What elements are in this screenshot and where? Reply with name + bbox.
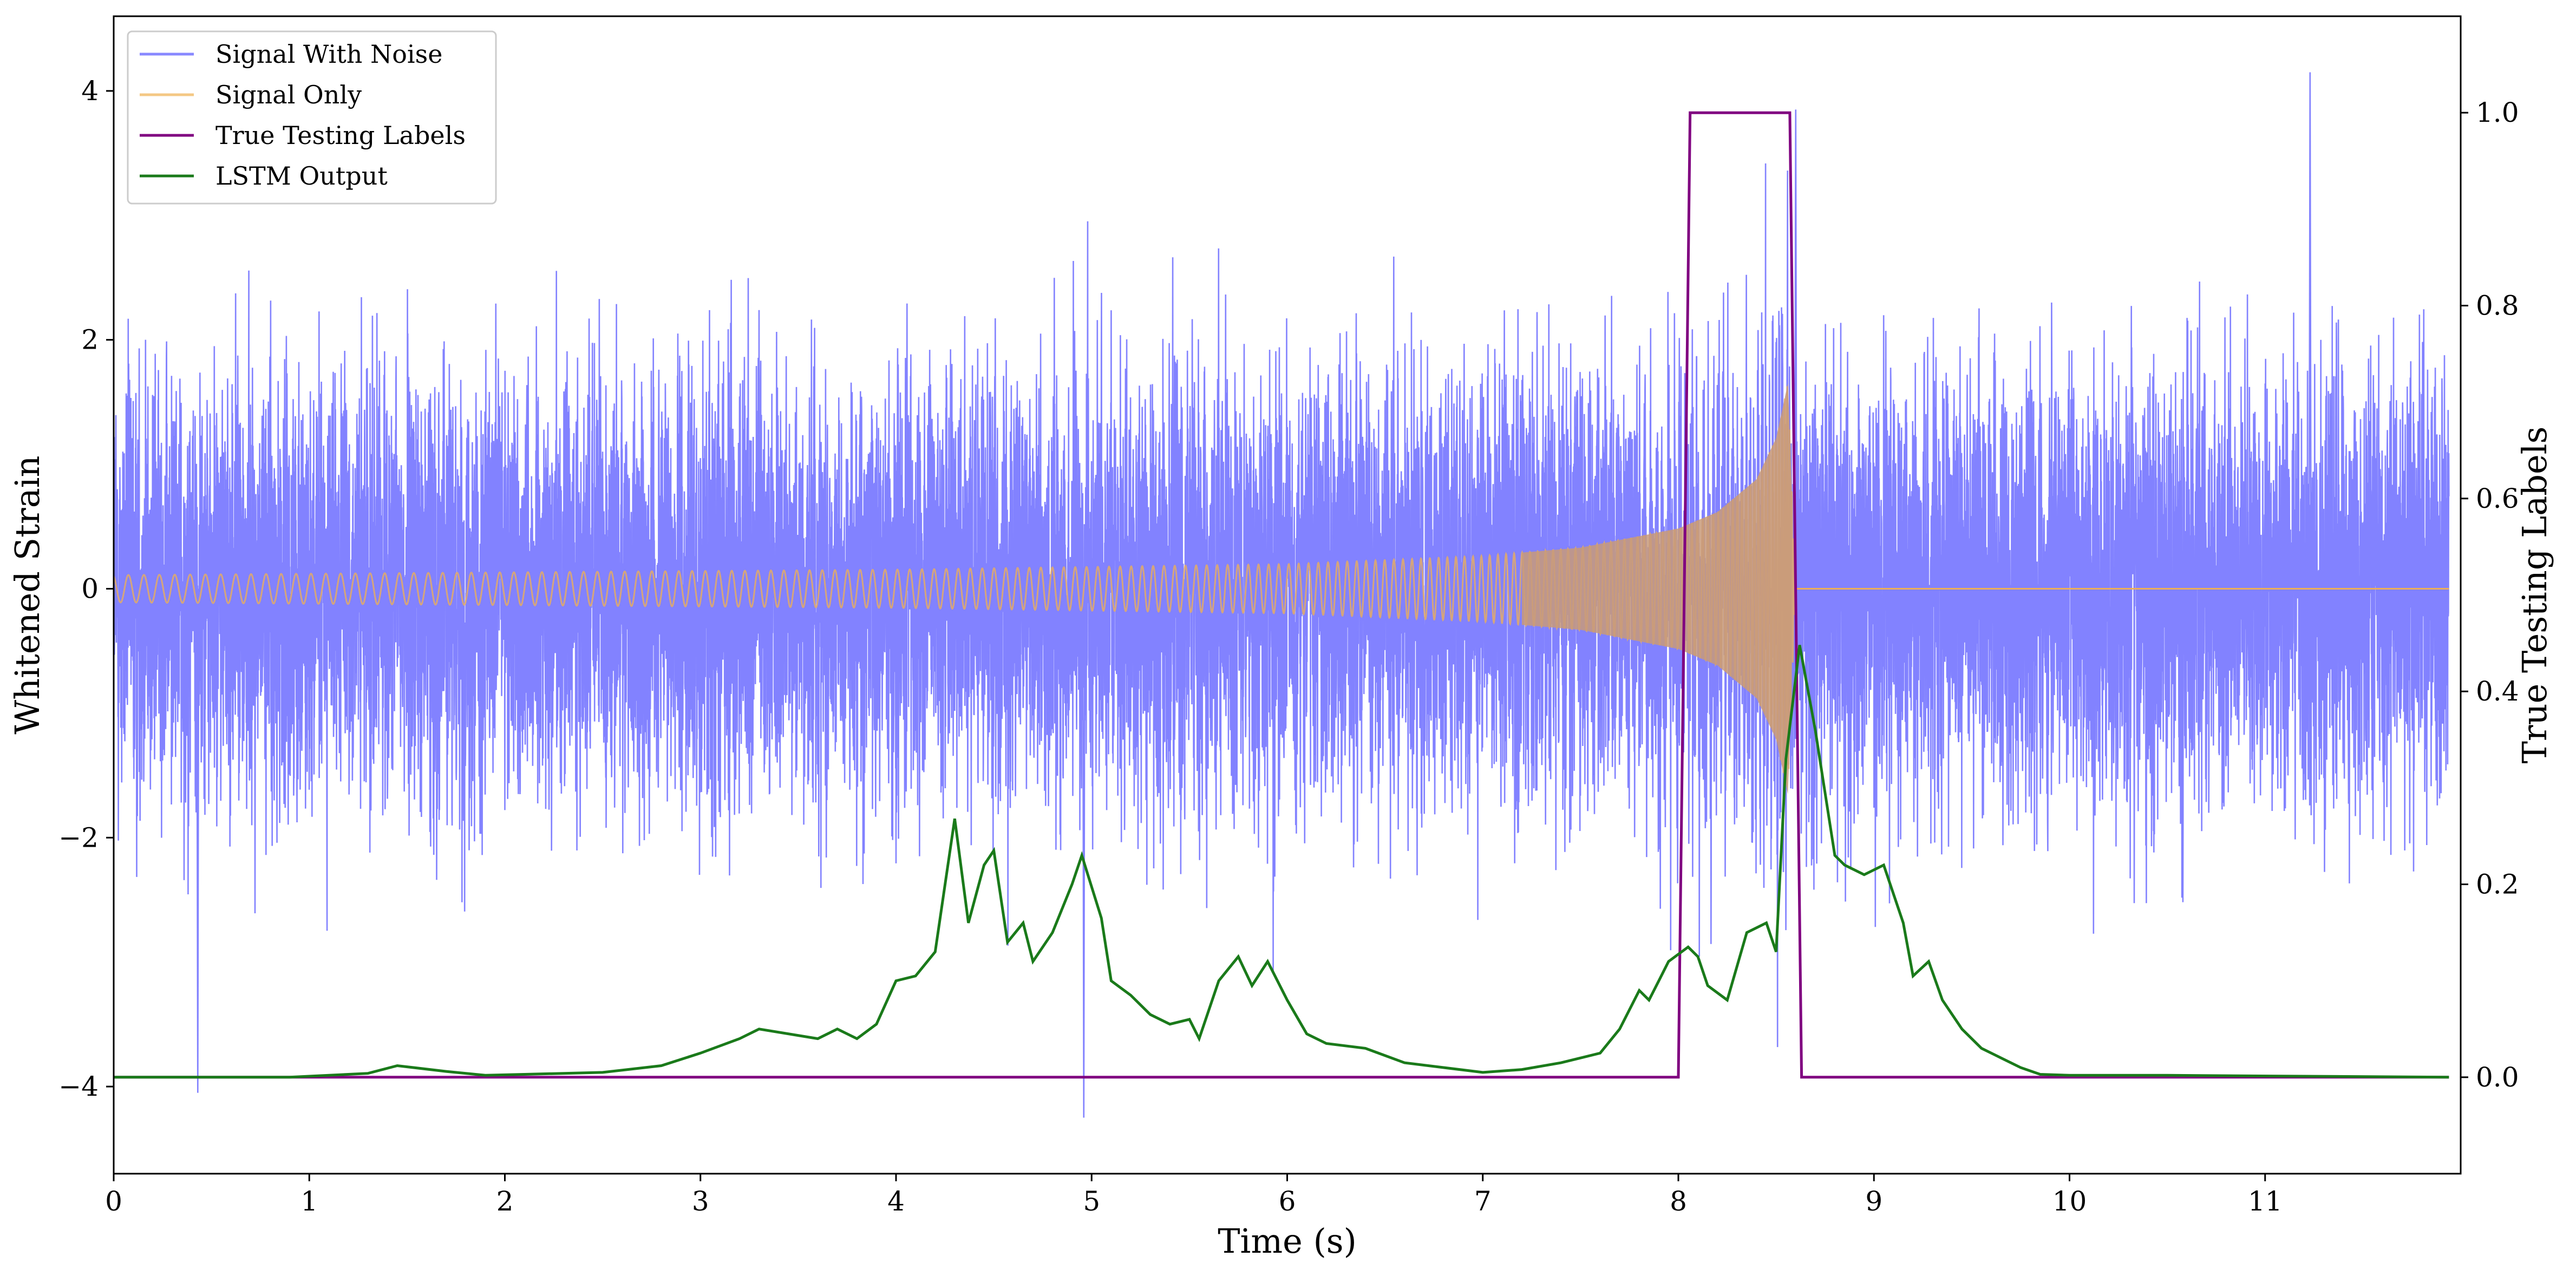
true-testing-labels-line (114, 111, 2449, 1079)
left-y-axis-label: Whitened Strain (8, 456, 47, 735)
left-y-tick-label: 0 (81, 573, 99, 605)
left-y-axis-ticks: −4 −2 0 2 4 (58, 75, 114, 1102)
lstm-output-line (114, 645, 2449, 1079)
legend-box (127, 30, 497, 205)
x-tick-label: 7 (1474, 1186, 1492, 1217)
left-y-tick-label: 4 (81, 75, 99, 107)
right-y-tick-label: 0.4 (2476, 676, 2519, 707)
x-tick-label: 3 (692, 1186, 709, 1217)
x-tick-label: 10 (2052, 1186, 2087, 1217)
legend-label-signal-only: Signal Only (215, 80, 362, 109)
x-tick-label: 1 (300, 1186, 318, 1217)
signal-with-noise-line (113, 72, 2450, 1118)
right-y-tick-label: 0.8 (2476, 290, 2519, 322)
x-tick-label: 6 (1279, 1186, 1296, 1217)
right-y-axis-ticks: 0.0 0.2 0.4 0.6 0.8 1.0 (2461, 97, 2519, 1093)
right-y-tick-label: 1.0 (2476, 97, 2519, 128)
x-tick-label: 4 (887, 1186, 905, 1217)
x-tick-label: 11 (2248, 1186, 2283, 1217)
left-y-tick-label: −4 (58, 1071, 99, 1102)
left-y-tick-label: −2 (58, 822, 99, 853)
legend-label-lstm-output: LSTM Output (215, 161, 388, 191)
right-y-tick-label: 0.6 (2476, 483, 2519, 514)
x-tick-label: 8 (1670, 1186, 1687, 1217)
true-testing-labels-series (114, 111, 2449, 1079)
signal-only-series (113, 383, 2449, 794)
signal-only-envelope (1522, 383, 1792, 794)
x-tick-label: 0 (105, 1186, 122, 1217)
right-y-tick-label: 0.2 (2476, 869, 2519, 900)
left-y-tick-label: 2 (81, 324, 99, 356)
lstm-output-series (114, 645, 2449, 1079)
legend-label-signal-with-noise: Signal With Noise (215, 40, 442, 69)
legend: Signal With Noise Signal Only True Testi… (127, 30, 497, 205)
signal-with-noise-series (113, 72, 2450, 1118)
legend-label-true-testing-labels: True Testing Labels (215, 121, 466, 150)
x-tick-label: 5 (1083, 1186, 1100, 1217)
right-y-axis-label: True Testing Labels (2515, 427, 2554, 764)
x-tick-label: 2 (496, 1186, 514, 1217)
x-axis-ticks: 0 1 2 3 4 5 6 7 8 9 10 11 (105, 1174, 2283, 1217)
right-y-tick-label: 0.0 (2476, 1062, 2519, 1093)
x-tick-label: 9 (1865, 1186, 1882, 1217)
x-axis-label: Time (s) (1218, 1221, 1357, 1261)
